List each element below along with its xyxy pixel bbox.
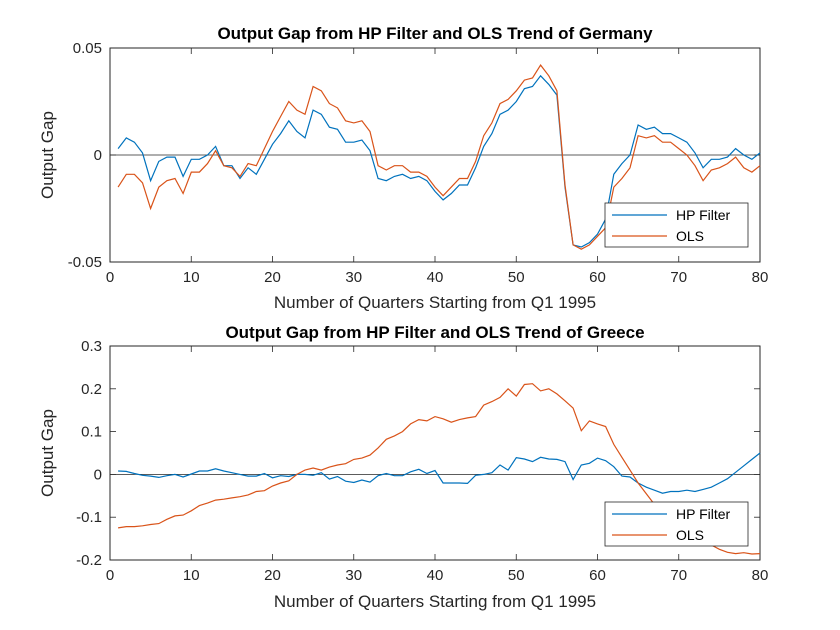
- y-axis-label: Output Gap: [38, 111, 57, 199]
- chart-title: Output Gap from HP Filter and OLS Trend …: [225, 323, 644, 342]
- x-tick-label: 30: [345, 269, 362, 286]
- legend-box: [604, 501, 749, 547]
- x-tick-label: 30: [345, 567, 362, 584]
- y-tick-label: 0.1: [81, 424, 102, 441]
- y-tick-label: 0: [94, 147, 102, 164]
- legend-label-ols: OLS: [676, 228, 704, 244]
- y-tick-label: -0.2: [76, 552, 102, 569]
- y-tick-label: -0.05: [68, 254, 102, 271]
- y-tick-label: 0: [94, 466, 102, 483]
- legend-label-hp-filter: HP Filter: [676, 506, 731, 522]
- chart-germany: Output Gap from HP Filter and OLS Trend …: [38, 24, 768, 312]
- y-tick-label: 0.05: [73, 40, 102, 57]
- x-tick-label: 80: [752, 567, 769, 584]
- y-tick-label: -0.1: [76, 509, 102, 526]
- x-tick-label: 50: [508, 269, 525, 286]
- x-tick-label: 40: [427, 567, 444, 584]
- legend-label-hp-filter: HP Filter: [676, 207, 731, 223]
- x-axis-label: Number of Quarters Starting from Q1 1995: [274, 592, 596, 611]
- x-tick-label: 80: [752, 269, 769, 286]
- x-tick-label: 0: [106, 567, 114, 584]
- x-tick-label: 60: [589, 269, 606, 286]
- x-tick-label: 0: [106, 269, 114, 286]
- x-tick-label: 60: [589, 567, 606, 584]
- x-tick-label: 10: [183, 567, 200, 584]
- legend: HP Filter OLS: [604, 501, 749, 547]
- x-tick-label: 50: [508, 567, 525, 584]
- x-tick-label: 10: [183, 269, 200, 286]
- x-tick-label: 70: [670, 269, 687, 286]
- series-line-ols: [117, 64, 761, 250]
- legend: HP Filter OLS: [604, 202, 749, 248]
- y-tick-label: 0.2: [81, 381, 102, 398]
- chart-title: Output Gap from HP Filter and OLS Trend …: [217, 24, 653, 43]
- series-line-hp-filter: [118, 452, 761, 494]
- x-axis-label: Number of Quarters Starting from Q1 1995: [274, 293, 596, 312]
- x-tick-label: 40: [427, 269, 444, 286]
- y-axis-label: Output Gap: [38, 409, 57, 497]
- x-tick-label: 20: [264, 567, 281, 584]
- x-tick-label: 70: [670, 567, 687, 584]
- x-tick-label: 20: [264, 269, 281, 286]
- chart-greece: Output Gap from HP Filter and OLS Trend …: [38, 323, 768, 611]
- legend-label-ols: OLS: [676, 527, 704, 543]
- legend-box: [604, 202, 749, 248]
- y-tick-label: 0.3: [81, 338, 102, 355]
